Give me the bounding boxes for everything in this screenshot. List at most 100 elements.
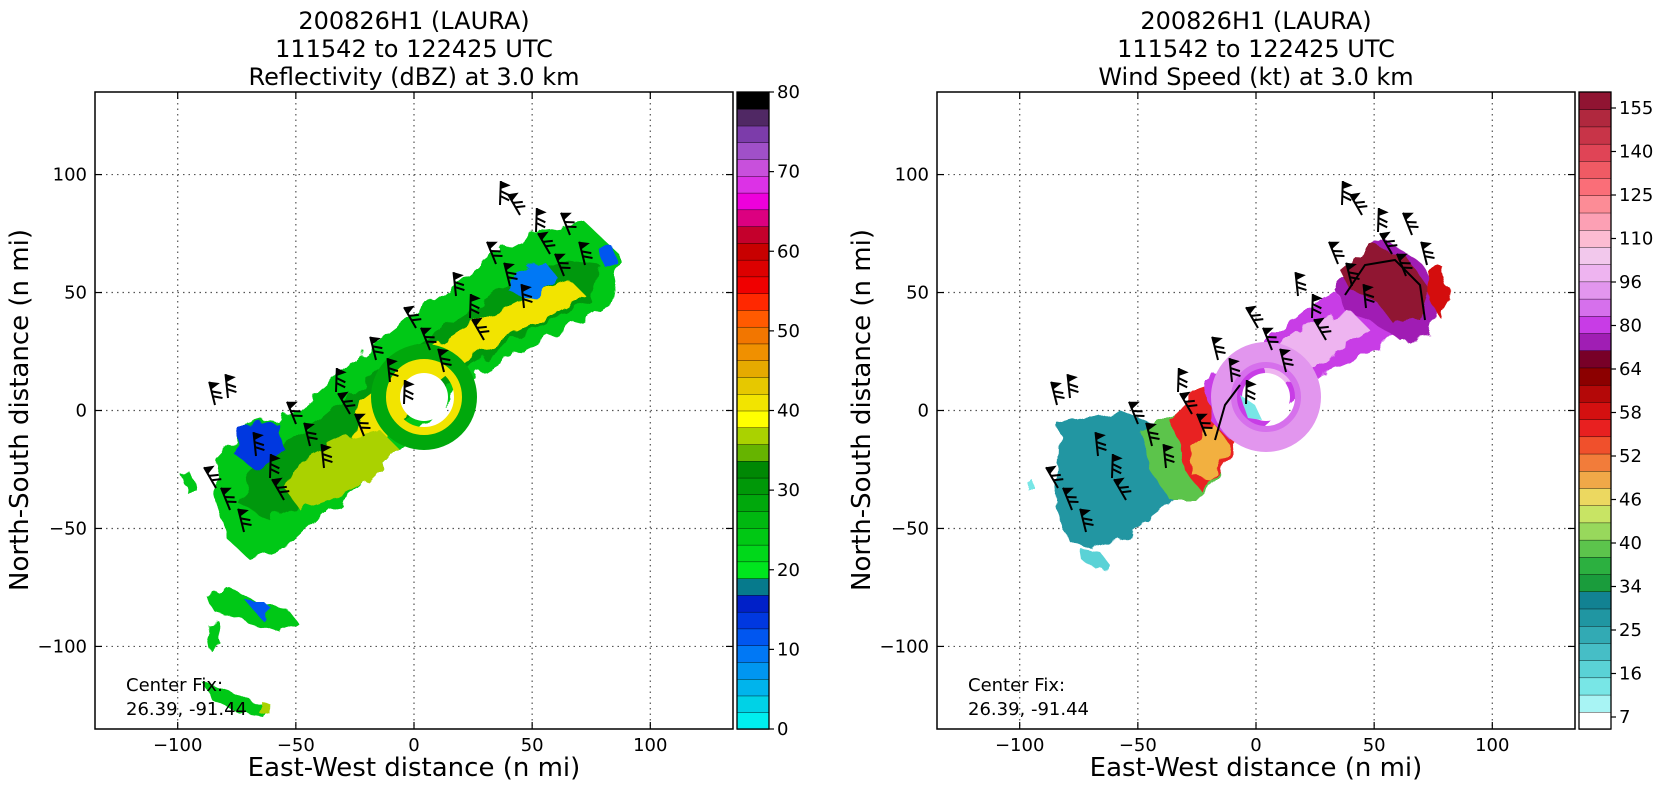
colorbar-swatch	[1578, 263, 1612, 283]
colorbar-swatch	[736, 225, 770, 244]
wind-speed-panel: 200826H1 (LAURA) 111542 to 122425 UTC Wi…	[847, 7, 1653, 783]
colorbar-tick-label: 50	[777, 321, 800, 342]
wind-barb	[1128, 401, 1145, 425]
x-tick-label: 100	[1475, 735, 1509, 756]
wind-barb	[437, 348, 452, 373]
wind-barb	[1328, 241, 1345, 265]
x-tick-label: 50	[521, 735, 544, 756]
wind-barb	[1111, 453, 1123, 479]
refl-cell-2	[245, 600, 275, 618]
colorbar-swatch	[1578, 298, 1612, 317]
colorbar-frame	[1578, 91, 1612, 730]
colorbar-swatch	[1578, 246, 1612, 265]
wind-barb	[403, 305, 422, 329]
wind-barb	[286, 401, 303, 425]
right-title-line-3: Wind Speed (kt) at 3.0 km	[1098, 63, 1413, 91]
left-title-line-1: 200826H1 (LAURA)	[298, 7, 529, 35]
wind-barb	[503, 262, 518, 287]
colorbar-swatch	[736, 427, 770, 445]
left-x-axis-label: East-West distance (n mi)	[248, 753, 581, 783]
colorbar-tick-label: 64	[1619, 359, 1642, 380]
wind-barb	[486, 241, 503, 265]
wind-barb	[1294, 272, 1307, 297]
colorbar-tick-label: 0	[777, 719, 788, 740]
left-wind-barbs	[203, 180, 593, 533]
colorbar-tick-label: 52	[1619, 446, 1642, 467]
colorbar-swatch	[1578, 556, 1612, 575]
colorbar-swatch	[736, 460, 770, 479]
colorbar-swatch	[736, 695, 770, 713]
wind-barb	[1228, 358, 1241, 383]
colorbar-swatch	[1578, 677, 1612, 696]
y-tick-label: 50	[64, 283, 87, 304]
wind-barb	[269, 453, 281, 479]
wind-barb	[1379, 231, 1398, 255]
colorbar-tick-label: 155	[1619, 98, 1653, 119]
colorbar-swatch	[1578, 573, 1612, 592]
wind-barb	[537, 231, 556, 255]
wind-barb	[303, 422, 318, 447]
wind-barb	[354, 413, 371, 437]
wind-speed-field	[1025, 180, 1450, 568]
colorbar-swatch	[1578, 384, 1612, 403]
wind-barb	[1279, 348, 1294, 373]
colorbar-swatch	[1578, 91, 1612, 110]
left-title-line-2: 111542 to 122425 UTC	[275, 35, 553, 63]
colorbar-swatch	[736, 91, 770, 110]
right-y-ticks: −100 −50 0 50 100	[880, 165, 1575, 657]
left-center-fix-label: Center Fix:	[126, 675, 223, 696]
left-title-line-3: Reflectivity (dBZ) at 3.0 km	[249, 63, 580, 91]
colorbar-swatch	[1578, 470, 1612, 489]
colorbar-swatch	[1578, 401, 1612, 420]
wind-barb	[237, 508, 252, 533]
wind-barb	[1396, 253, 1413, 277]
wind-barb	[1062, 487, 1079, 511]
wind-speed-colorbar: 7 16 25 34 40 46 52 58 64 80 96 110 125 140 155	[1578, 91, 1653, 730]
colorbar-swatch	[1578, 625, 1612, 644]
y-tick-label: 0	[76, 401, 87, 422]
colorbar-swatch	[1578, 453, 1612, 472]
right-center-fix-label: Center Fix:	[968, 675, 1065, 696]
wind-barb	[578, 241, 593, 266]
wind-barb	[452, 272, 465, 297]
colorbar-swatch	[1578, 591, 1612, 610]
colorbar-tick-label: 96	[1619, 272, 1642, 293]
colorbar-swatch	[1578, 109, 1612, 128]
wind-eyewall-inner	[1231, 362, 1301, 432]
wind-barb	[224, 374, 237, 399]
colorbar-swatch	[1578, 659, 1612, 679]
right-x-axis-label: East-West distance (n mi)	[1090, 753, 1423, 783]
wind-barb	[337, 391, 356, 415]
colorbar-swatch	[1578, 642, 1612, 661]
colorbar-swatch	[736, 158, 770, 177]
x-tick-label: −50	[1119, 735, 1157, 756]
y-tick-label: 100	[53, 165, 87, 186]
wind-barb	[1402, 212, 1419, 236]
wind-barb	[403, 379, 415, 405]
wind-barb	[535, 207, 547, 233]
colorbar-swatch	[736, 376, 770, 395]
wind-band-orange	[1190, 425, 1230, 480]
colorbar-swatch	[736, 410, 770, 428]
colorbar-tick-label: 70	[777, 162, 800, 183]
refl-cell-4	[202, 682, 272, 716]
colorbar-tick-label: 80	[777, 82, 800, 103]
colorbar-swatch	[1578, 281, 1612, 300]
right-wind-barbs	[1045, 180, 1435, 533]
colorbar-swatch	[736, 443, 770, 462]
refl-band-lime	[285, 430, 400, 510]
refl-band-yellow	[345, 280, 585, 470]
wind-barb	[469, 293, 481, 319]
wind-barb	[1349, 192, 1368, 216]
colorbar-swatch	[736, 477, 770, 496]
wind-barb	[208, 381, 223, 406]
colorbar-swatch	[736, 209, 770, 227]
wind-barb	[271, 477, 290, 501]
y-tick-label: −100	[880, 636, 929, 657]
wind-band-red-ne	[1425, 266, 1450, 318]
colorbar-swatch	[1578, 177, 1612, 196]
colorbar-tick-label: 30	[777, 480, 800, 501]
colorbar-swatch	[736, 678, 770, 697]
wind-barb	[1245, 379, 1257, 405]
wind-barb	[1420, 241, 1435, 266]
